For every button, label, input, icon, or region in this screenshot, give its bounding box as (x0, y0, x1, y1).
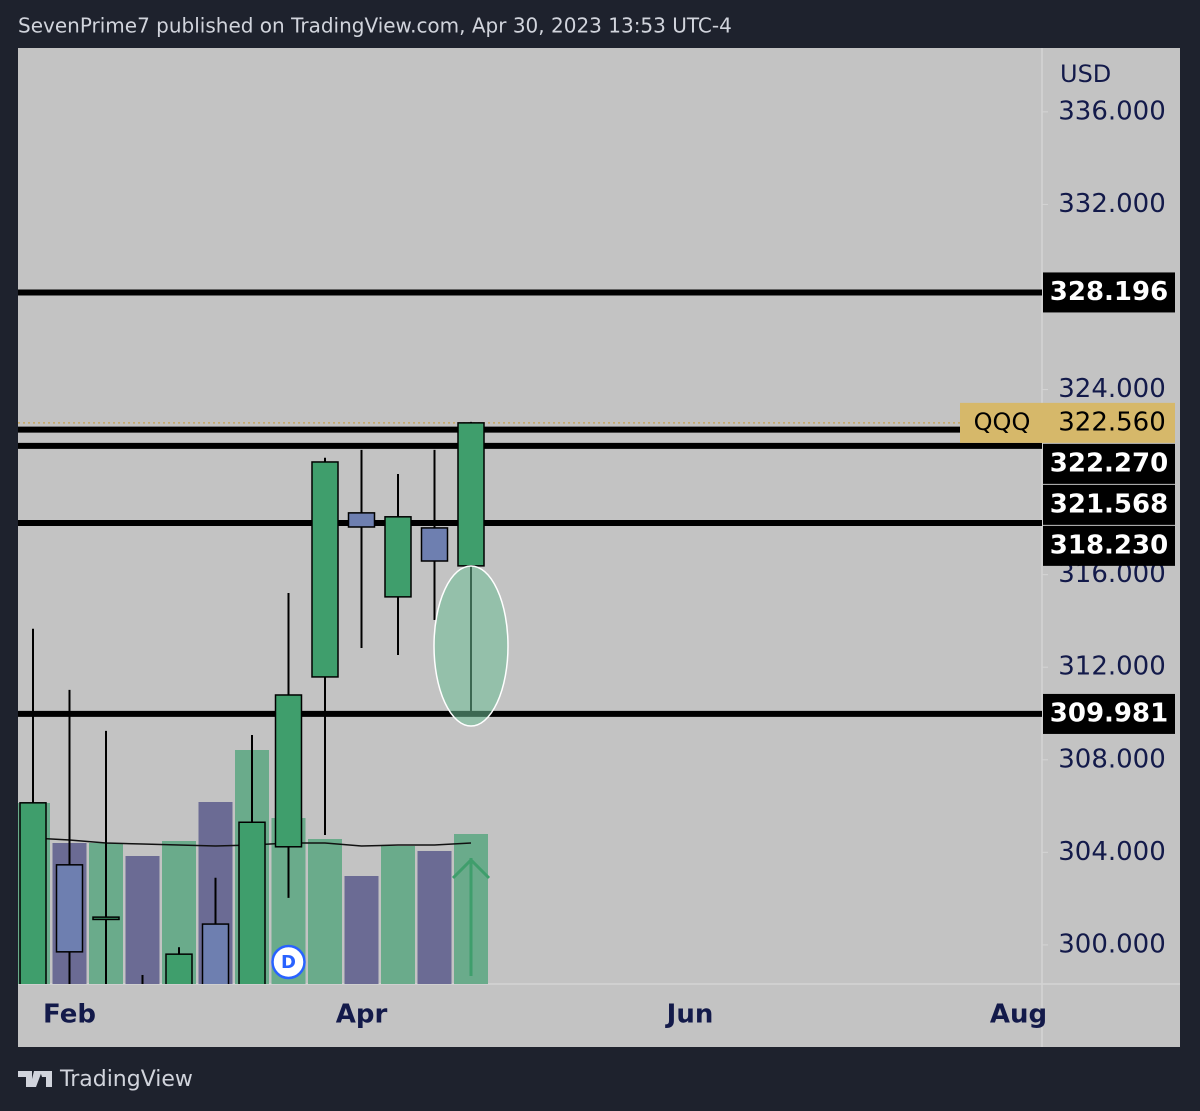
candle-body (238, 821, 266, 984)
level-label: 318.230 (1050, 530, 1168, 560)
annotation-ellipse (433, 565, 509, 727)
candle-body (347, 512, 376, 528)
x-tick-label: Aug (990, 1000, 1047, 1030)
volume-bar (417, 851, 452, 984)
candle-body (201, 923, 230, 984)
plot: D (18, 289, 1042, 984)
candle-body (311, 461, 339, 678)
level-tag (1043, 272, 1175, 313)
level-label: 328.196 (1050, 277, 1168, 307)
event-marker (271, 944, 306, 980)
candle-body (19, 802, 47, 984)
y-tick-label: 324.000 (1058, 374, 1166, 404)
y-tick-label: 312.000 (1058, 652, 1166, 682)
y-tick-label: 300.000 (1058, 929, 1166, 959)
header: SevenPrime7 published on TradingView.com… (18, 14, 732, 38)
level-tag (1043, 443, 1175, 484)
level-label: 322.270 (1050, 448, 1168, 478)
candle-body (420, 527, 449, 562)
logo: TradingView (18, 1067, 193, 1092)
level-label: 309.981 (1050, 698, 1168, 728)
candle-body (92, 916, 120, 921)
brand: TradingView (59, 1067, 193, 1092)
volume-bar (381, 846, 415, 984)
candle-body (384, 516, 412, 598)
candle-body (457, 422, 485, 567)
candle-body (274, 694, 303, 848)
x-tick-label: Feb (43, 1000, 96, 1030)
level-tag (1043, 525, 1175, 566)
y-tick-label: 304.000 (1058, 837, 1166, 867)
x-tick-label: Jun (665, 1000, 714, 1030)
last-price-label: 322.560 (1058, 407, 1166, 437)
y-tick-label: 336.000 (1058, 96, 1166, 126)
level-label: 321.568 (1050, 489, 1168, 519)
y-tick-label: 308.000 (1058, 744, 1166, 774)
currency: USD (1060, 60, 1111, 88)
level-tag (1043, 693, 1175, 734)
x-tick-label: Apr (336, 1000, 388, 1030)
candle-body (55, 864, 84, 953)
level-tag (1043, 484, 1175, 525)
event-label: D (281, 952, 296, 973)
volume-bar (308, 839, 342, 984)
symbol-label: QQQ (974, 408, 1031, 436)
volume-bar (125, 856, 160, 984)
symbol-tag (960, 402, 1175, 443)
axes: 300.000304.000308.000312.000316.000324.0… (43, 96, 1175, 1030)
candle-body (165, 953, 193, 984)
annotation-arrow (451, 857, 491, 976)
volume-bar (344, 876, 379, 984)
y-tick-label: 332.000 (1058, 189, 1166, 219)
